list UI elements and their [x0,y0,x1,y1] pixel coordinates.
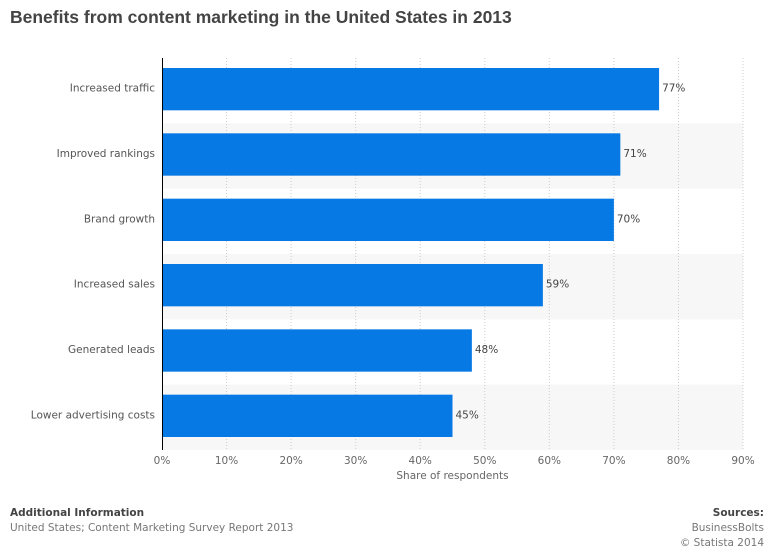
chart-title: Benefits from content marketing in the U… [10,7,512,27]
sources: Sources: BusinessBolts © Statista 2014 [680,506,764,551]
x-axis-label: Share of respondents [396,470,508,482]
data-label: 71% [623,148,646,160]
category-label: Increased traffic [70,83,155,95]
bar [162,133,621,176]
bar [162,68,660,111]
x-tick-label: 70% [602,455,625,467]
data-label: 48% [475,344,498,356]
data-label: 77% [662,83,685,95]
bar [162,264,543,307]
data-label: 45% [456,409,479,421]
x-tick-label: 50% [473,455,496,467]
info-heading: Additional Information [10,507,145,519]
category-label: Brand growth [84,213,155,225]
x-tick-label: 90% [731,455,754,467]
x-tick-label: 40% [409,455,432,467]
bar [162,394,453,437]
data-label: 70% [617,213,640,225]
category-label: Lower advertising costs [31,409,155,421]
category-label: Increased sales [74,279,155,291]
additional-info: Additional Information United States; Co… [10,506,293,536]
x-tick-label: 80% [667,455,690,467]
data-label: 59% [546,279,569,291]
x-tick-label: 30% [344,455,367,467]
x-tick-label: 10% [215,455,238,467]
copyright: © Statista 2014 [679,537,764,549]
source-link[interactable]: BusinessBolts [691,522,764,534]
x-tick-label: 0% [154,455,171,467]
bar [162,198,614,241]
x-tick-label: 60% [538,455,561,467]
info-text: United States; Content Marketing Survey … [10,522,294,534]
sources-heading: Sources: [712,507,764,519]
category-label: Generated leads [68,344,155,356]
category-label: Improved rankings [57,148,155,160]
x-tick-label: 20% [279,455,302,467]
bar [162,329,472,372]
